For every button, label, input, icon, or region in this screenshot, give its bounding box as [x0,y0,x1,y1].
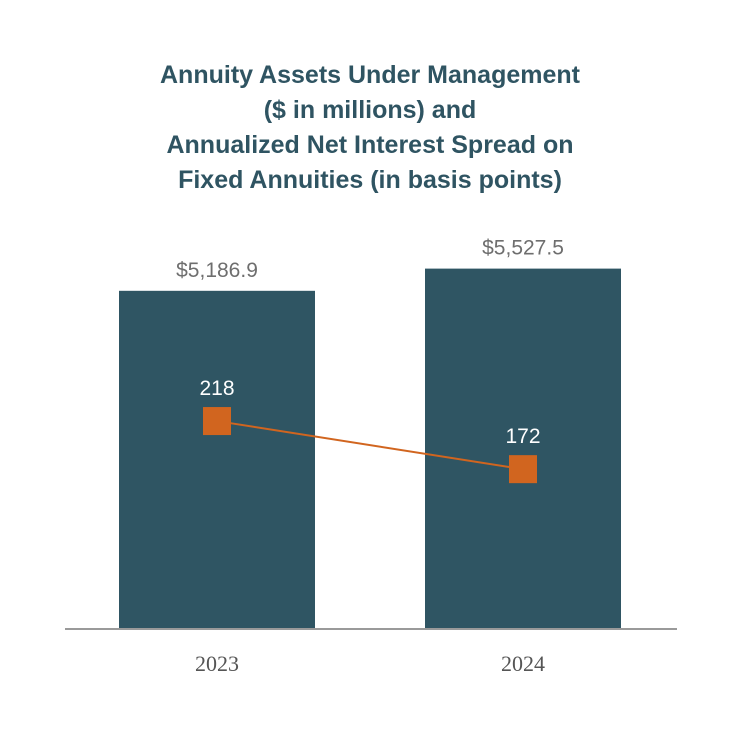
spread-marker-2024 [509,455,537,484]
chart-title-line-2: ($ in millions) and [263,96,477,124]
x-tick-label-2024: 2024 [501,651,545,676]
chart-title-line-1: Annuity Assets Under Management [160,61,580,89]
spread-line [216,420,524,471]
chart-title-line-3: Annualized Net Interest Spread on [166,131,574,159]
spread-value-label: 218 [199,377,234,400]
bar-2024 [425,268,621,629]
x-tick-label-2023: 2023 [195,651,239,676]
chart-title: Annuity Assets Under Management ($ in mi… [0,58,740,198]
bar-2023 [119,290,315,629]
bar-value-label: $5,527.5 [482,237,564,260]
bar-value-label: $5,186.9 [176,259,258,282]
chart-title-line-4: Fixed Annuities (in basis points) [178,166,562,194]
spread-marker-2023 [203,407,231,436]
spread-value-label: 172 [505,425,540,448]
